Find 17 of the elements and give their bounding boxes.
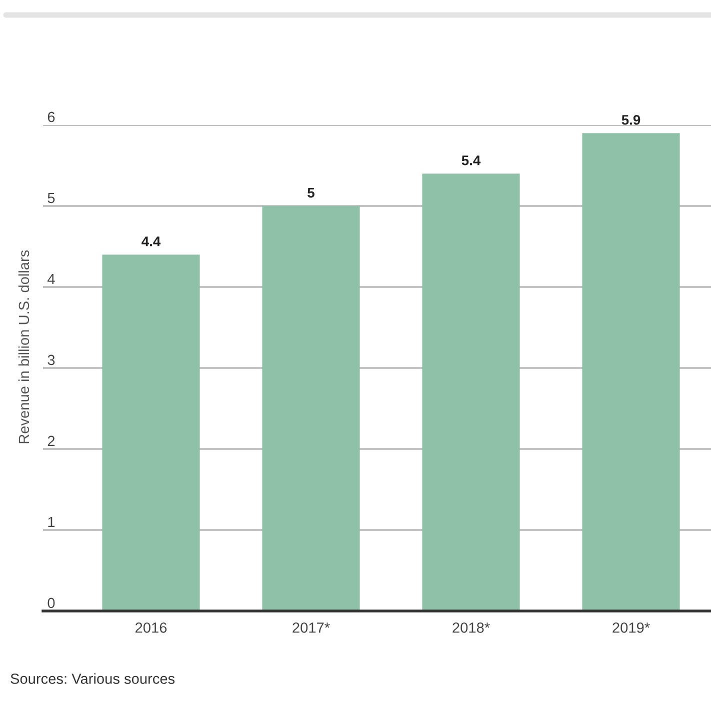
y-tick-label: 4 xyxy=(48,274,55,284)
y-tick-label: 2 xyxy=(48,436,55,446)
y-tick-label: 1 xyxy=(48,516,55,527)
y-tick-label: 3 xyxy=(48,354,55,366)
y-axis-title: Revenue in billion U.S. dollars xyxy=(18,250,30,444)
y-tick-label: 5 xyxy=(48,192,55,204)
y-tick-label: 0 xyxy=(48,598,55,608)
x-tick-label: 2017* xyxy=(292,622,330,633)
data-label: 5.4 xyxy=(462,156,481,166)
x-tick-label: 2019* xyxy=(612,622,650,633)
y-tick-label: 6 xyxy=(48,112,55,122)
data-label: 4.4 xyxy=(142,236,161,246)
data-label: 5 xyxy=(308,188,314,198)
source-note: Sources: Various sources xyxy=(10,673,175,684)
x-tick-label: 2018* xyxy=(452,622,490,633)
data-label: 5.9 xyxy=(622,114,640,125)
x-tick-label: 2016 xyxy=(136,622,167,633)
